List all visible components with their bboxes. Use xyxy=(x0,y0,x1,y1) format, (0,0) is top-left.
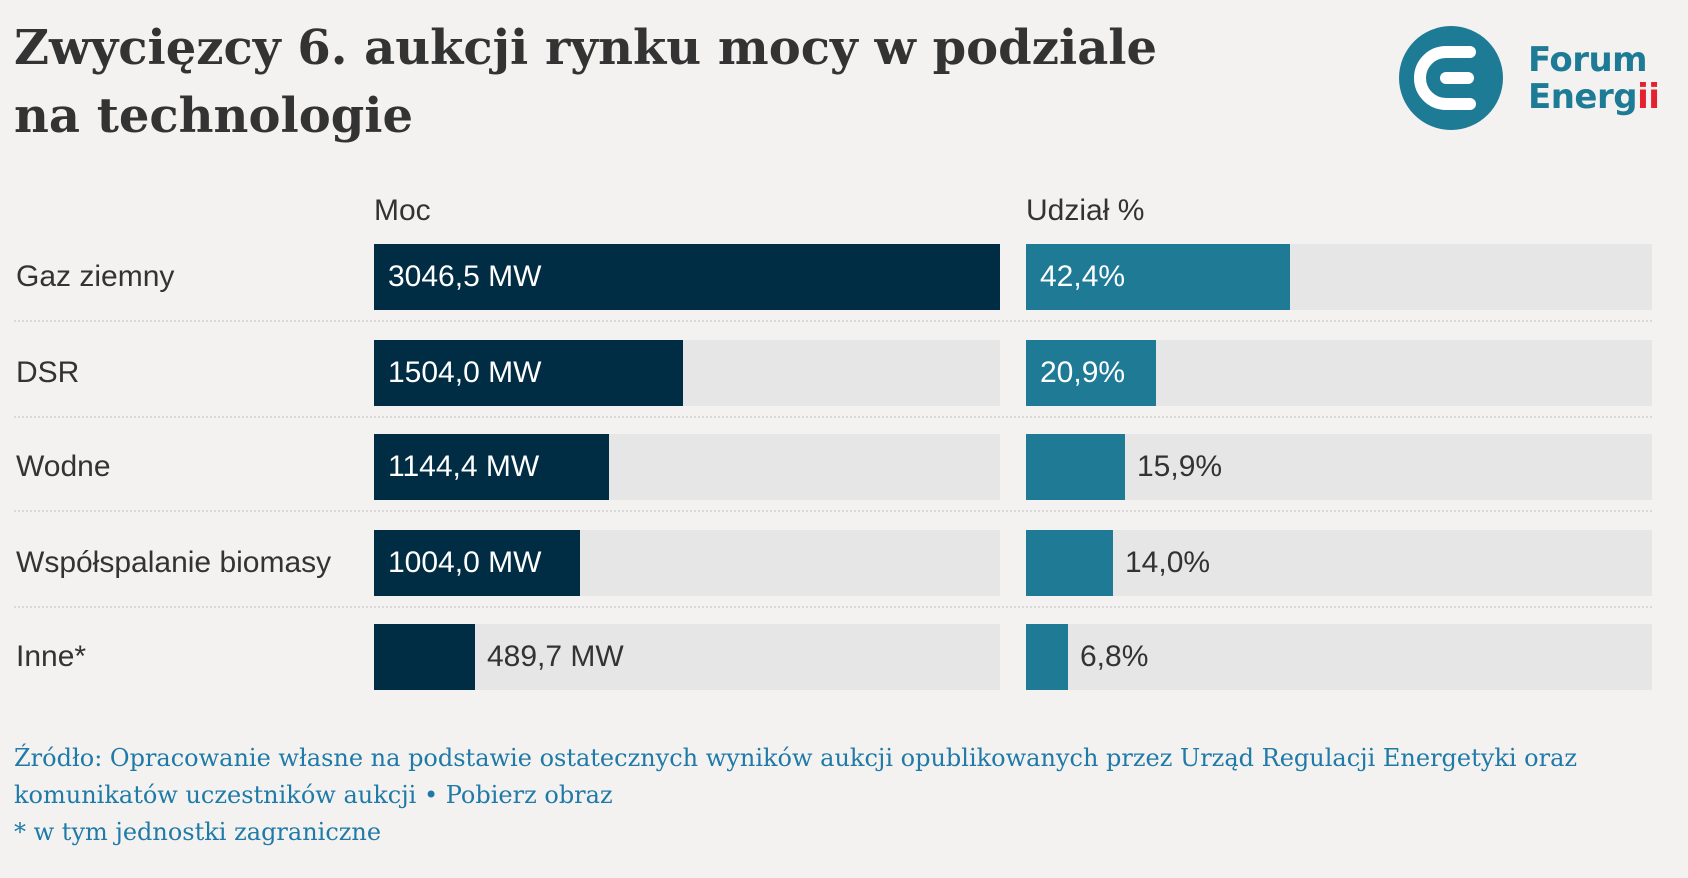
moc-bar xyxy=(374,340,683,406)
moc-bar-track: 1004,0 MW xyxy=(374,530,1000,596)
share-bar-track: 15,9% xyxy=(1026,434,1652,500)
logo-text: Forum Energii xyxy=(1528,40,1660,117)
share-bar xyxy=(1026,340,1156,406)
moc-bar xyxy=(374,244,1000,310)
moc-bar xyxy=(374,434,609,500)
share-value-label: 6,8% xyxy=(1080,640,1149,673)
chart-title: Zwycięzcy 6. aukcji rynku mocy w podzial… xyxy=(14,20,1158,144)
share-bar-track: 42,4% xyxy=(1026,244,1652,310)
share-bar-track: 14,0% xyxy=(1026,530,1652,596)
moc-bar xyxy=(374,624,475,690)
moc-bar-track: 1504,0 MW xyxy=(374,340,1000,406)
moc-value-label: 489,7 MW xyxy=(487,640,624,673)
moc-value-label: 1504,0 MW xyxy=(388,356,542,389)
share-value-label: 20,9% xyxy=(1040,356,1126,389)
moc-value-label: 3046,5 MW xyxy=(388,260,542,293)
share-bar xyxy=(1026,624,1068,690)
row-divider xyxy=(14,320,1652,322)
column-header-moc: Moc xyxy=(374,194,431,227)
footnote: * w tym jednostki zagraniczne xyxy=(14,818,382,846)
share-value-label: 15,9% xyxy=(1137,450,1223,483)
moc-value-label: 1144,4 MW xyxy=(388,450,540,483)
category-label: Inne* xyxy=(16,640,87,673)
category-label: Gaz ziemny xyxy=(16,260,175,293)
category-label: DSR xyxy=(16,356,80,389)
category-label: Wodne xyxy=(16,450,111,483)
moc-bar-track: 1144,4 MW xyxy=(374,434,1000,500)
chart-footer: Źródło: Opracowanie własne na podstawie … xyxy=(14,740,1674,851)
share-bar xyxy=(1026,244,1290,310)
share-bar xyxy=(1026,434,1125,500)
download-image-link[interactable]: Pobierz obraz xyxy=(445,781,613,809)
logo-mark-icon xyxy=(1399,26,1503,130)
source-text: Źródło: Opracowanie własne na podstawie … xyxy=(14,744,1578,809)
separator: • xyxy=(416,781,446,809)
share-value-label: 14,0% xyxy=(1125,546,1211,579)
moc-value-label: 1004,0 MW xyxy=(388,546,542,579)
category-label: Współspalanie biomasy xyxy=(16,546,332,579)
share-bar-track: 20,9% xyxy=(1026,340,1652,406)
row-divider xyxy=(14,416,1652,418)
logo-line-1: Forum xyxy=(1528,40,1648,80)
share-bar-track: 6,8% xyxy=(1026,624,1652,690)
share-bar xyxy=(1026,530,1113,596)
logo-line-2: Energii xyxy=(1528,77,1660,117)
row-divider xyxy=(14,606,1652,608)
row-divider xyxy=(14,510,1652,512)
share-value-label: 42,4% xyxy=(1040,260,1126,293)
moc-bar xyxy=(374,530,580,596)
moc-bar-track: 3046,5 MW xyxy=(374,244,1000,310)
column-header-udzial: Udział % xyxy=(1026,194,1145,227)
moc-bar-track: 489,7 MW xyxy=(374,624,1000,690)
